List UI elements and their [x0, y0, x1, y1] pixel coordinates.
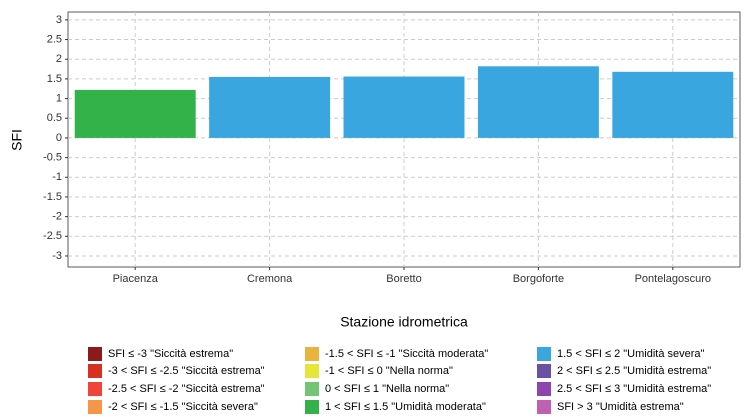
legend-label: -1 < SFI ≤ 0 "Nella norma": [325, 365, 453, 377]
x-tick-label: Borgoforte: [513, 273, 564, 285]
legend-label: -1.5 < SFI ≤ -1 "Siccità moderata": [325, 348, 488, 360]
legend-swatch: [305, 400, 319, 414]
legend-label: SFI > 3 "Umidità estrema": [557, 401, 684, 413]
legend-label: 2.5 < SFI ≤ 3 "Umidità estrema": [557, 383, 711, 395]
legend-label: SFI ≤ -3 "Siccità estrema": [108, 348, 233, 360]
y-tick-label: -1.5: [43, 191, 62, 203]
x-tick-label: Boretto: [386, 273, 421, 285]
x-axis-title: Stazione idrometrica: [340, 314, 468, 330]
y-tick-label: 0.5: [47, 112, 62, 124]
y-tick-label: 1: [56, 92, 62, 104]
legend-swatch: [537, 400, 551, 414]
legend-label: -3 < SFI ≤ -2.5 "Siccità estrema": [108, 365, 265, 377]
legend-label: -2 < SFI ≤ -1.5 "Siccità severa": [108, 401, 258, 413]
legend-label: 1.5 < SFI ≤ 2 "Umidità severa": [557, 348, 705, 360]
y-tick-label: 2: [56, 53, 62, 65]
legend-swatch: [537, 364, 551, 378]
y-tick-label: -3: [52, 250, 62, 262]
legend-label: 1 < SFI ≤ 1.5 "Umidità moderata": [325, 401, 486, 413]
y-axis-title: SFI: [9, 129, 25, 151]
legend-swatch: [88, 400, 102, 414]
y-tick-label: 3: [56, 14, 62, 26]
legend-swatch: [305, 364, 319, 378]
legend-swatch: [305, 382, 319, 396]
y-tick-label: -2: [52, 211, 62, 223]
y-tick-label: -1: [52, 171, 62, 183]
legend-label: -2.5 < SFI ≤ -2 "Siccità estrema": [108, 383, 265, 395]
bar: [612, 71, 734, 138]
x-tick-label: Cremona: [247, 273, 293, 285]
bar: [209, 76, 331, 138]
legend-swatch: [88, 347, 102, 361]
legend-swatch: [537, 382, 551, 396]
y-tick-label: 1.5: [47, 73, 62, 85]
bar: [343, 76, 465, 138]
y-tick-label: -0.5: [43, 152, 62, 164]
legend-swatch: [88, 364, 102, 378]
y-tick-label: 0: [56, 132, 62, 144]
legend-label: 0 < SFI ≤ 1 "Nella norma": [325, 383, 449, 395]
legend-swatch: [305, 347, 319, 361]
legend-label: 2 < SFI ≤ 2.5 "Umidità estrema": [557, 365, 711, 377]
x-tick-label: Pontelagoscuro: [635, 273, 711, 285]
bar: [477, 66, 599, 138]
x-tick-label: Piacenza: [113, 273, 159, 285]
legend-swatch: [88, 382, 102, 396]
y-tick-label: -2.5: [43, 230, 62, 242]
legend-swatch: [537, 347, 551, 361]
bar: [74, 89, 196, 138]
y-tick-label: 2.5: [47, 33, 62, 45]
